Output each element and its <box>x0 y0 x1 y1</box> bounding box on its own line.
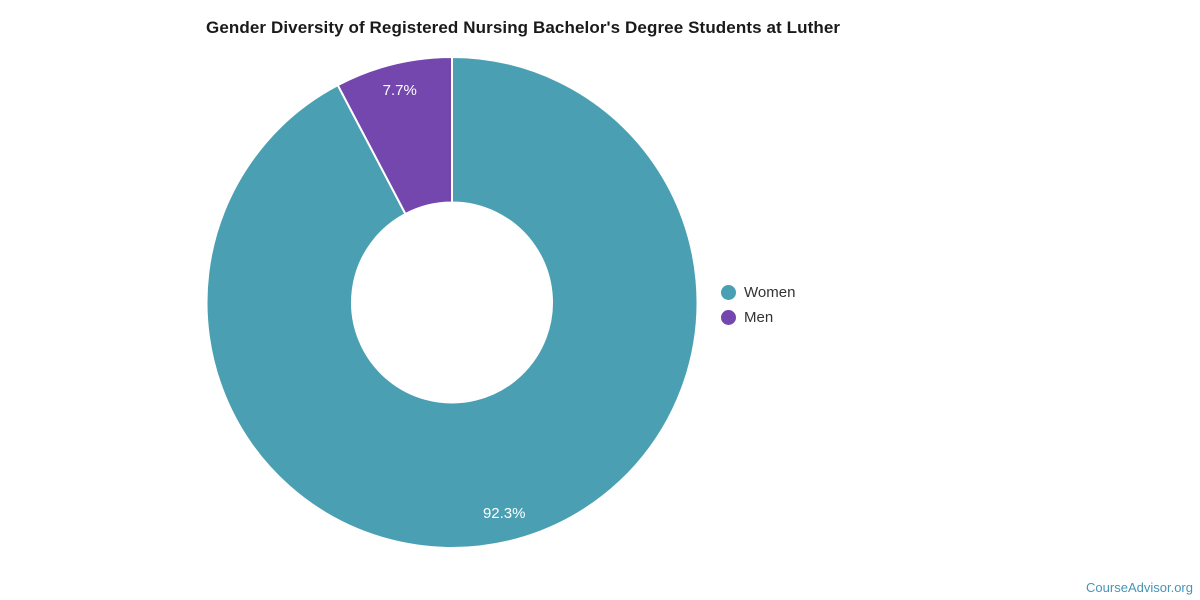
legend-label: Women <box>744 284 796 301</box>
legend-item-men[interactable]: Men <box>721 305 795 330</box>
chart-title: Gender Diversity of Registered Nursing B… <box>206 18 841 37</box>
legend-item-women[interactable]: Women <box>721 280 795 305</box>
slice-label-men: 7.7% <box>383 82 417 99</box>
pie-slice-women[interactable] <box>205 56 699 549</box>
slice-label-women: 92.3% <box>483 505 526 522</box>
legend-swatch-icon <box>721 285 736 300</box>
legend: Women Men <box>721 280 795 330</box>
pie-slice-men[interactable] <box>336 56 453 215</box>
legend-label: Men <box>744 309 774 326</box>
attribution-link[interactable]: CourseAdvisor.org <box>1086 580 1193 595</box>
legend-swatch-icon <box>721 310 736 325</box>
